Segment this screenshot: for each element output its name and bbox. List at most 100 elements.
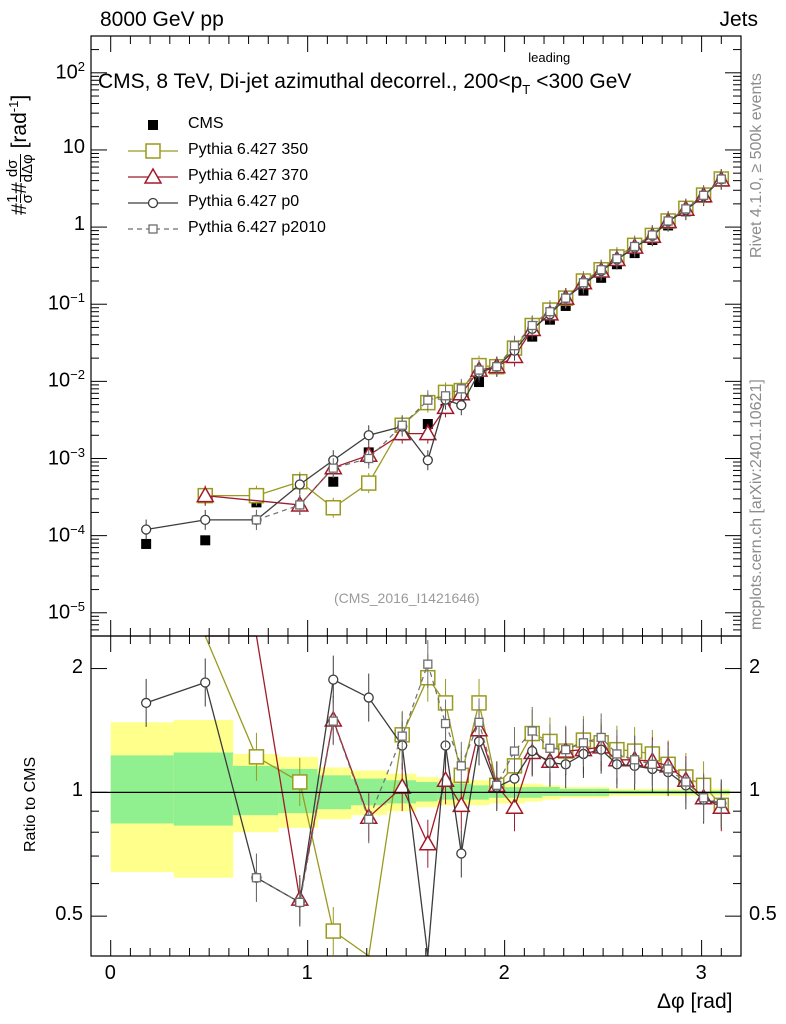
ratio-data-point: [418, 834, 438, 851]
ratio-frame: [90, 635, 742, 957]
ratio-data-point: [440, 718, 451, 729]
data-point: [492, 362, 502, 372]
data-point: [363, 430, 374, 441]
data-point: [456, 384, 466, 394]
y-tick-base: 10: [62, 135, 85, 158]
y-tick-base: 10: [55, 61, 78, 84]
x-tick-label: 3: [695, 962, 707, 984]
data-point: [698, 190, 709, 200]
data-point: [474, 365, 484, 375]
band-inner-segment: [542, 787, 561, 796]
ratio-data-point: [456, 848, 467, 859]
analysis-tag: (CMS_2016_I1421646): [334, 590, 480, 606]
legend: [128, 120, 178, 234]
y-tick-label: 10−3: [48, 445, 85, 471]
y-tick-exponent: −2: [70, 367, 85, 383]
ratio-data-point: [295, 897, 305, 908]
ratio-data-point: [578, 738, 589, 748]
y-tick-exponent: 2: [77, 58, 85, 74]
data-point: [545, 307, 555, 317]
legend-label: Pythia 6.427 p0: [188, 193, 300, 210]
data-point: [248, 487, 265, 504]
y-tick-label: 10−2: [48, 367, 85, 393]
ratio-data-point: [251, 873, 262, 883]
ratio-data-point: [456, 761, 466, 771]
data-point: [440, 391, 451, 401]
ratio-y-axis-label: Ratio to CMS: [22, 756, 39, 852]
data-point: [397, 420, 407, 430]
legend-label: Pythia 6.427 370: [188, 167, 309, 184]
series-line: [256, 178, 722, 521]
ratio-line: [256, 662, 722, 904]
ratio-y-tick-label-right: 0.5: [749, 903, 777, 926]
data-point: [195, 486, 215, 503]
data-point: [647, 230, 658, 240]
data-point: [364, 453, 374, 464]
ratio-y-tick-label-right: 2: [749, 655, 761, 678]
data-point: [294, 479, 305, 490]
y-tick-base: 10: [47, 524, 71, 547]
ratio-data-point: [545, 743, 555, 753]
ratio-data-point: [141, 697, 152, 709]
ratio-data-point: [328, 716, 338, 726]
data-point: [509, 341, 520, 351]
legend-label: Pythia 6.427 350: [188, 141, 309, 158]
y-tick-exponent: −3: [70, 444, 85, 460]
data-point: [629, 241, 640, 252]
plot-title: CMS, 8 TeV, Di-jet azimuthal decorrel., …: [98, 50, 632, 97]
ratio-data-point: [629, 755, 640, 765]
main-series-layer: [141, 169, 731, 549]
ratio-data-point: [509, 773, 520, 784]
main-ticks: [91, 35, 741, 636]
data-point: [716, 174, 726, 184]
x-tick-label: 0: [104, 962, 116, 984]
ratio-data-point: [647, 759, 658, 769]
mcplots-label: mcplots.cern.ch [arXiv:2401.10621]: [748, 379, 765, 630]
y-tick-label: 10−5: [48, 599, 85, 625]
ratio-data-point: [392, 777, 412, 794]
data-point: [596, 265, 606, 275]
band-inner-segment: [110, 755, 175, 824]
ratio-data-point: [509, 746, 520, 756]
ratio-data-point: [200, 677, 211, 688]
legend-marker-cms: [148, 120, 158, 130]
ratio-data-point: [716, 798, 726, 809]
data-point: [612, 253, 622, 264]
band-inner-segment: [453, 783, 472, 800]
y-tick-label: 10: [63, 136, 85, 159]
ratio-data-point: [681, 777, 691, 787]
ratio-y-tick-label: 1: [71, 779, 83, 802]
data-point: [561, 293, 571, 303]
header-right: Jets: [719, 8, 758, 31]
ratio-data-point: [292, 774, 308, 790]
y-tick-exponent: −1: [70, 290, 85, 306]
ratio-data-point: [248, 749, 265, 765]
y-tick-label: 102: [56, 59, 85, 85]
ratio-uncertainty-bands: [110, 719, 730, 878]
y-tick-base: 10: [47, 370, 71, 393]
y-tick-label: 10−4: [48, 522, 85, 548]
ratio-data-point: [612, 749, 622, 759]
ratio-series-layer: [141, 635, 731, 958]
band-inner-segment: [416, 781, 439, 802]
y-tick-label: 1: [74, 213, 85, 236]
ratio-pythia-6-427-p2010: [251, 640, 726, 927]
ratio-data-point: [364, 814, 374, 824]
y-tick-exponent: −4: [70, 521, 85, 537]
cms-data-point: [200, 535, 211, 546]
ratio-data-point: [698, 793, 709, 803]
rivet-label: Rivet 4.1.0, ≥ 500k events: [748, 73, 765, 258]
data-point: [360, 475, 377, 491]
y-tick-exponent: −5: [70, 598, 85, 614]
ratio-data-point: [423, 659, 433, 669]
legend-label: Pythia 6.427 p2010: [188, 219, 326, 236]
series-pythia-6-427-p2010: [251, 169, 726, 530]
x-tick-label: 1: [301, 962, 313, 984]
ratio-data-point: [663, 764, 673, 774]
ratio-data-point: [492, 780, 502, 791]
legend-marker: [147, 197, 159, 209]
y-tick-base: 10: [47, 447, 71, 470]
data-point: [295, 500, 305, 510]
ratio-data-point: [452, 795, 471, 813]
data-point: [578, 278, 589, 288]
